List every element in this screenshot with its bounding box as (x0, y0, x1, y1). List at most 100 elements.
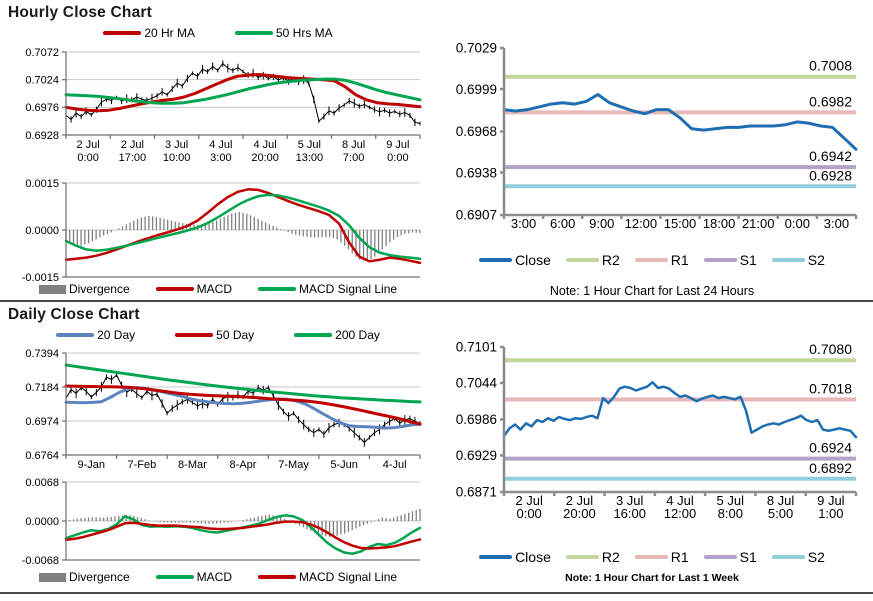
legend-label: S1 (739, 549, 757, 565)
daily-macd-legend: Divergence MACD MACD Signal Line (8, 570, 428, 584)
legend-label: 20 Hr MA (144, 26, 195, 40)
svg-text:7-May: 7-May (278, 459, 309, 471)
daily-ma-legend: 20 Day 50 Day 200 Day (8, 328, 428, 342)
svg-text:5 Jul: 5 Jul (717, 493, 745, 508)
legend-label: MACD (196, 282, 232, 296)
svg-text:0.7029: 0.7029 (456, 41, 497, 56)
svg-text:20:00: 20:00 (563, 506, 596, 521)
legend-swatch-icon (634, 258, 668, 262)
hourly-chart-note: Note: 1 Hour Chart for Last 24 Hours (549, 284, 755, 298)
svg-text:0.7101: 0.7101 (456, 340, 497, 355)
svg-text:-0.0068: -0.0068 (22, 555, 59, 567)
legend-swatch-icon (771, 555, 805, 559)
legend-label: R2 (601, 549, 620, 565)
svg-text:0.6942: 0.6942 (809, 148, 852, 164)
legend-item-r2: R2 (565, 252, 620, 268)
svg-text:13:00: 13:00 (296, 152, 324, 164)
legend-item-r1: R1 (634, 549, 689, 565)
hourly-sr-legend: Close R2 R1 S1 S2 (438, 252, 866, 268)
legend-swatch-icon (235, 31, 273, 35)
legend-swatch-icon (103, 31, 142, 35)
svg-text:3:00: 3:00 (824, 216, 849, 231)
svg-text:4 Jul: 4 Jul (254, 139, 277, 151)
svg-text:12:00: 12:00 (625, 216, 658, 231)
svg-text:15:00: 15:00 (664, 216, 697, 231)
legend-swatch-icon (258, 575, 296, 579)
svg-text:4-Jul: 4-Jul (383, 459, 407, 471)
svg-text:7:00: 7:00 (343, 152, 364, 164)
svg-text:2 Jul: 2 Jul (77, 139, 100, 151)
legend-label: Close (515, 549, 551, 565)
svg-text:21:00: 21:00 (742, 216, 775, 231)
legend-item-divergence: Divergence (38, 282, 130, 296)
svg-text:0.6924: 0.6924 (809, 440, 852, 456)
svg-text:17:00: 17:00 (119, 152, 147, 164)
legend-swatch-icon (175, 333, 214, 337)
daily-section-title: Daily Close Chart (8, 306, 140, 323)
hourly-ma-legend: 20 Hr MA 50 Hrs MA (8, 26, 428, 40)
svg-text:5:00: 5:00 (768, 506, 793, 521)
legend-item-50-day: 50 Day (175, 328, 254, 342)
legend-label: MACD Signal Line (299, 282, 398, 296)
legend-item-s2: S2 (771, 252, 825, 268)
legend-label: R1 (670, 549, 689, 565)
legend-swatch-icon (56, 333, 95, 337)
legend-item-macd: MACD (155, 570, 232, 584)
svg-text:0.0000: 0.0000 (25, 516, 59, 528)
svg-text:9:00: 9:00 (589, 216, 614, 231)
legend-swatch-icon (38, 284, 66, 294)
hourly-section-title: Hourly Close Chart (8, 4, 152, 21)
daily-chart-note: Note: 1 Hour Chart for Last 1 Week (565, 572, 739, 584)
svg-text:0.7044: 0.7044 (456, 376, 498, 391)
svg-text:0.7024: 0.7024 (25, 75, 59, 87)
svg-text:20:00: 20:00 (251, 152, 279, 164)
svg-text:-0.0015: -0.0015 (22, 272, 59, 284)
legend-item-s1: S1 (703, 252, 757, 268)
legend-item-20-day: 20 Day (56, 328, 135, 342)
svg-text:0.6907: 0.6907 (456, 208, 497, 223)
legend-swatch-icon (155, 575, 194, 579)
svg-text:0.7394: 0.7394 (25, 348, 59, 360)
bottom-divider (0, 592, 873, 594)
legend-swatch-icon (294, 333, 333, 337)
legend-swatch-icon (479, 555, 513, 559)
svg-text:4 Jul: 4 Jul (666, 493, 694, 508)
legend-swatch-icon (703, 555, 737, 559)
svg-text:0.6968: 0.6968 (456, 124, 497, 139)
svg-text:8-Mar: 8-Mar (178, 459, 207, 471)
svg-text:16:00: 16:00 (613, 506, 646, 521)
svg-text:0.6764: 0.6764 (25, 450, 59, 462)
legend-label: MACD Signal Line (299, 570, 398, 584)
svg-text:0.7184: 0.7184 (25, 382, 59, 394)
legend-label: Divergence (68, 570, 130, 584)
svg-text:0.6976: 0.6976 (25, 102, 59, 114)
svg-text:0.7080: 0.7080 (809, 341, 852, 357)
svg-text:5-Jun: 5-Jun (330, 459, 358, 471)
svg-text:0.6986: 0.6986 (456, 412, 497, 427)
svg-text:0.6982: 0.6982 (809, 93, 852, 109)
legend-item-r2: R2 (565, 549, 620, 565)
svg-text:9-Jan: 9-Jan (78, 459, 106, 471)
svg-text:18:00: 18:00 (703, 216, 736, 231)
svg-text:7-Feb: 7-Feb (127, 459, 156, 471)
legend-item-s1: S1 (703, 549, 757, 565)
svg-text:0.6938: 0.6938 (456, 165, 497, 180)
svg-text:8-Apr: 8-Apr (230, 459, 257, 471)
svg-text:0.7018: 0.7018 (809, 380, 852, 396)
svg-text:0.6892: 0.6892 (809, 460, 852, 476)
svg-text:0:00: 0:00 (77, 152, 98, 164)
legend-label: Close (515, 252, 551, 268)
daily-sr-legend: Close R2 R1 S1 S2 (438, 549, 866, 565)
svg-text:8 Jul: 8 Jul (767, 493, 795, 508)
legend-swatch-icon (479, 258, 513, 262)
svg-text:0.6928: 0.6928 (25, 130, 59, 142)
legend-swatch-icon (703, 258, 737, 262)
legend-swatch-icon (38, 572, 66, 582)
legend-label: 50 Day (216, 328, 255, 342)
legend-item-r1: R1 (634, 252, 689, 268)
svg-text:2 Jul: 2 Jul (566, 493, 594, 508)
legend-label: R2 (601, 252, 620, 268)
svg-text:3:00: 3:00 (210, 152, 231, 164)
